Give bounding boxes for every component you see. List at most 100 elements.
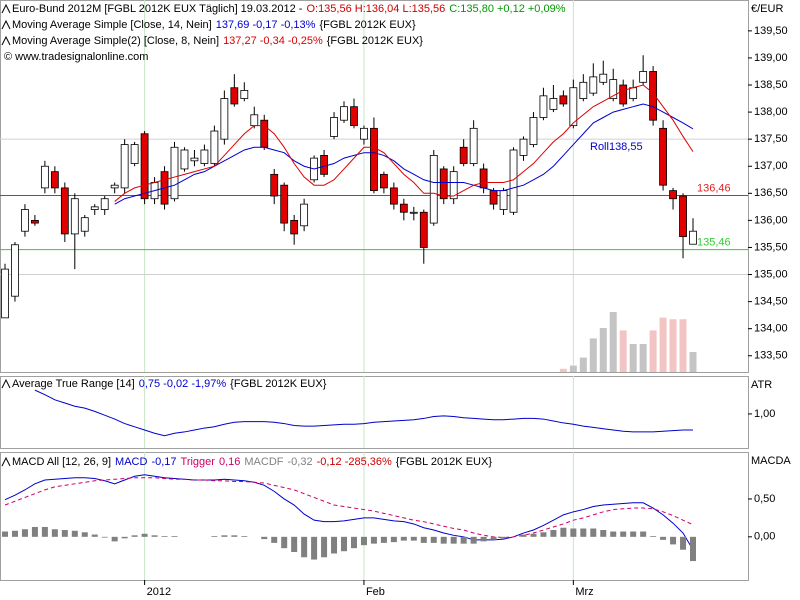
histogram-bar	[51, 529, 58, 537]
y-tick-label: 138,00	[754, 106, 788, 118]
histogram-bar	[91, 534, 98, 537]
legend-text: {FGBL 2012K EUX}	[319, 19, 416, 31]
legend-icon	[1, 35, 11, 46]
histogram-bar	[560, 527, 567, 537]
legend-text: 0,16	[219, 456, 240, 468]
histogram-bar	[610, 531, 617, 537]
candle-body	[509, 149, 518, 213]
histogram-bar	[101, 536, 108, 538]
axis-label: €/EUR	[751, 3, 783, 15]
legend-text: Average True Range [14]	[12, 378, 135, 390]
candle-body	[639, 71, 648, 83]
candle-body	[589, 76, 598, 94]
candle-body	[579, 81, 588, 99]
candle-body	[120, 144, 129, 189]
histogram-bar	[640, 531, 647, 537]
histogram-bar	[440, 536, 447, 544]
candle-body	[459, 146, 468, 164]
candle-body	[31, 219, 39, 224]
volume-bar	[589, 338, 597, 372]
legend-text: O:135,56 H:136,04 L:135,56	[306, 3, 445, 15]
legend-text: MACD All [12, 26, 9]	[12, 456, 111, 468]
x-tick-label: Feb	[366, 586, 385, 598]
histogram-bar	[460, 536, 467, 544]
series-line	[4, 474, 694, 550]
legend-text: -0,32	[287, 456, 312, 468]
candle-body	[569, 87, 578, 127]
legend-line: Euro-Bund 2012M [FGBL 2012K EUX Täglich]…	[12, 3, 566, 15]
histogram-bar	[331, 536, 338, 554]
candle-body	[539, 95, 548, 118]
axis-label: ATR	[751, 379, 772, 391]
y-tick-label: 134,50	[754, 296, 788, 308]
candle-body	[110, 184, 119, 189]
legend-text: MACDF	[244, 456, 283, 468]
histogram-bar	[21, 529, 28, 537]
legend-text: {FGBL 2012K EUX}	[327, 35, 424, 47]
candle-body	[11, 244, 19, 297]
legend-text: -0,12 -285,36%	[317, 456, 392, 468]
candle-body	[190, 157, 199, 162]
y-tick-label: 139,50	[754, 25, 788, 37]
candle-body	[609, 79, 618, 99]
volume-bar	[659, 317, 667, 372]
legend-line: MACD All [12, 26, 9] MACD -0,17 Trigger 0,16…	[12, 456, 492, 468]
legend-icon	[1, 3, 11, 14]
legend-text: Moving Average Simple(2) [Close, 8, Nein…	[12, 35, 219, 47]
candle-body	[300, 203, 309, 227]
y-tick-label: 137,00	[754, 160, 788, 172]
candle-body	[649, 71, 658, 121]
histogram-bar	[390, 536, 397, 543]
histogram-bar	[301, 536, 308, 558]
candle-body	[370, 127, 378, 192]
legend-line: Moving Average Simple(2) [Close, 8, Nein…	[12, 35, 423, 47]
histogram-bar	[540, 532, 547, 537]
histogram-bar	[570, 528, 577, 537]
legend-icon	[1, 19, 11, 30]
histogram-bar	[111, 536, 118, 542]
candle-body	[599, 73, 608, 83]
histogram-bar	[380, 536, 387, 543]
volume-bar	[609, 312, 617, 372]
candle-body	[220, 98, 229, 140]
y-tick-label: 134,00	[754, 323, 788, 335]
histogram-bar	[231, 535, 238, 537]
histogram-bar	[321, 536, 328, 558]
candle-body	[330, 117, 338, 137]
histogram-bar	[600, 530, 607, 537]
histogram-bar	[490, 536, 497, 540]
histogram-bar	[530, 533, 537, 537]
legend-text: 137,69 -0,17 -0,13%	[216, 19, 316, 31]
histogram-bar	[650, 536, 657, 537]
histogram-bar	[241, 536, 248, 537]
candle-body	[389, 187, 398, 205]
candle-body	[1, 268, 9, 319]
volume-bar	[639, 344, 647, 372]
candle-body	[559, 95, 568, 105]
histogram-bar	[450, 536, 457, 544]
histogram-bar	[400, 536, 407, 541]
candle-body	[270, 173, 279, 197]
legend-line: Average True Range [14] 0,75 -0,02 -1,97%…	[12, 378, 327, 390]
histogram-bar	[61, 530, 68, 537]
series-line	[114, 103, 694, 205]
candle-body	[240, 90, 249, 99]
candle-body	[280, 184, 289, 224]
legend-text: Trigger	[181, 456, 216, 468]
candle-body	[21, 209, 29, 232]
candle-body	[200, 149, 209, 164]
candle-body	[90, 206, 99, 210]
candle-body	[479, 168, 488, 189]
candle-body	[449, 171, 458, 200]
histogram-bar	[171, 536, 178, 537]
y-tick-label: 137,50	[754, 133, 788, 145]
candle-body	[499, 190, 508, 210]
legend-text: MACD	[115, 456, 147, 468]
histogram-bar	[420, 536, 427, 543]
candle-body	[409, 211, 418, 214]
histogram-bar	[271, 536, 278, 543]
legend-text: C:135,80 +0,12 +0,09%	[449, 3, 565, 15]
axis-label: MACDA	[751, 455, 791, 467]
histogram-bar	[660, 536, 667, 540]
histogram-bar	[370, 536, 377, 544]
